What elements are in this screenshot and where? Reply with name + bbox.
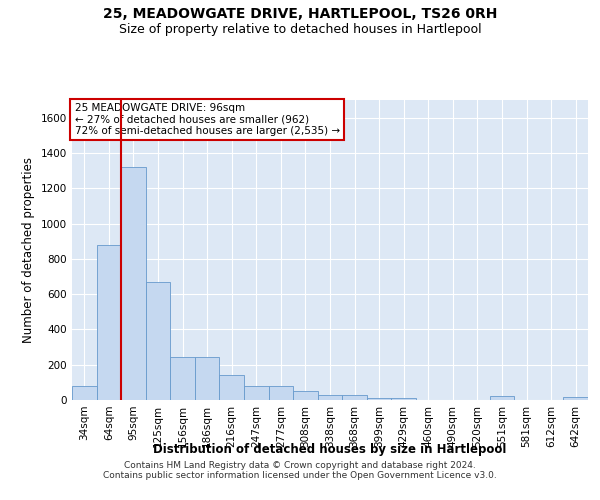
Text: 25 MEADOWGATE DRIVE: 96sqm
← 27% of detached houses are smaller (962)
72% of sem: 25 MEADOWGATE DRIVE: 96sqm ← 27% of deta… <box>74 103 340 136</box>
Bar <box>269 386 293 400</box>
Bar <box>170 357 195 400</box>
Text: Contains HM Land Registry data © Crown copyright and database right 2024.
Contai: Contains HM Land Registry data © Crown c… <box>103 460 497 480</box>
Bar <box>195 357 220 400</box>
Bar <box>293 391 318 400</box>
Bar <box>97 244 121 400</box>
Y-axis label: Number of detached properties: Number of detached properties <box>22 157 35 343</box>
Bar <box>220 376 244 400</box>
Bar <box>121 167 146 400</box>
Bar <box>490 396 514 400</box>
Bar <box>563 398 588 400</box>
Bar <box>367 398 391 400</box>
Bar <box>318 395 342 400</box>
Bar <box>391 398 416 400</box>
Text: Size of property relative to detached houses in Hartlepool: Size of property relative to detached ho… <box>119 22 481 36</box>
Bar <box>244 386 269 400</box>
Text: 25, MEADOWGATE DRIVE, HARTLEPOOL, TS26 0RH: 25, MEADOWGATE DRIVE, HARTLEPOOL, TS26 0… <box>103 8 497 22</box>
Text: Distribution of detached houses by size in Hartlepool: Distribution of detached houses by size … <box>154 442 506 456</box>
Bar <box>342 395 367 400</box>
Bar <box>146 282 170 400</box>
Bar <box>72 386 97 400</box>
